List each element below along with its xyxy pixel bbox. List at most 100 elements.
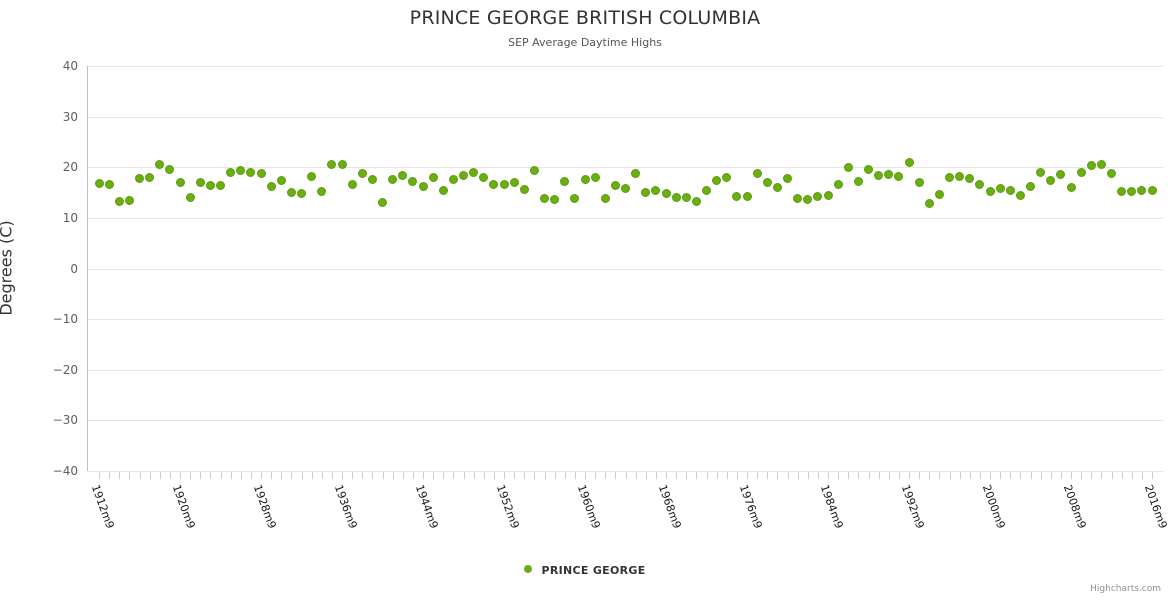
data-point[interactable]	[843, 163, 853, 173]
data-point[interactable]	[570, 193, 580, 203]
data-point[interactable]	[985, 186, 995, 196]
data-point[interactable]	[459, 170, 468, 180]
data-point[interactable]	[742, 192, 752, 202]
data-point[interactable]	[945, 173, 954, 183]
data-point[interactable]	[408, 176, 418, 186]
data-point[interactable]	[1086, 161, 1096, 171]
data-point[interactable]	[955, 171, 965, 181]
data-point[interactable]	[600, 194, 610, 204]
data-point[interactable]	[793, 194, 803, 204]
data-point[interactable]	[499, 179, 509, 189]
data-point[interactable]	[884, 169, 894, 179]
data-point[interactable]	[1147, 186, 1157, 196]
data-point[interactable]	[378, 197, 387, 207]
data-point[interactable]	[1117, 186, 1127, 196]
data-point[interactable]	[1005, 185, 1015, 195]
data-point[interactable]	[691, 197, 701, 207]
data-point[interactable]	[114, 196, 124, 206]
data-point[interactable]	[823, 191, 833, 201]
data-point[interactable]	[1046, 175, 1056, 185]
data-point[interactable]	[317, 187, 327, 197]
data-point[interactable]	[509, 177, 519, 187]
data-point[interactable]	[246, 168, 256, 178]
data-point[interactable]	[783, 174, 792, 184]
data-point[interactable]	[327, 159, 337, 169]
data-point[interactable]	[641, 188, 651, 198]
data-point[interactable]	[388, 175, 398, 185]
data-point[interactable]	[894, 171, 904, 181]
data-point[interactable]	[529, 165, 539, 175]
data-point[interactable]	[702, 186, 711, 196]
data-point[interactable]	[256, 168, 266, 178]
data-point[interactable]	[307, 171, 317, 181]
data-point[interactable]	[448, 175, 458, 185]
data-point[interactable]	[1036, 168, 1046, 178]
data-point[interactable]	[398, 170, 408, 180]
data-point[interactable]	[772, 183, 782, 192]
data-point[interactable]	[226, 167, 236, 177]
data-point[interactable]	[864, 165, 873, 175]
data-point[interactable]	[621, 184, 630, 193]
data-point[interactable]	[205, 180, 215, 190]
data-point[interactable]	[904, 158, 914, 168]
data-point[interactable]	[631, 168, 641, 178]
data-point[interactable]	[155, 160, 165, 170]
data-point[interactable]	[1127, 186, 1137, 196]
data-point[interactable]	[833, 179, 843, 189]
data-point[interactable]	[1015, 190, 1025, 200]
data-point[interactable]	[540, 194, 549, 204]
legend-item-prince-george[interactable]: PRINCE GEORGE	[541, 563, 646, 577]
data-point[interactable]	[438, 186, 448, 196]
data-point[interactable]	[519, 184, 529, 194]
data-point[interactable]	[185, 192, 195, 202]
data-point[interactable]	[681, 193, 691, 203]
data-point[interactable]	[489, 179, 499, 189]
data-point[interactable]	[853, 177, 863, 187]
data-point[interactable]	[924, 198, 934, 208]
data-point[interactable]	[934, 189, 944, 199]
data-point[interactable]	[337, 159, 347, 169]
data-point[interactable]	[469, 168, 479, 178]
data-point[interactable]	[94, 178, 104, 188]
data-point[interactable]	[1066, 183, 1076, 192]
data-point[interactable]	[965, 173, 975, 183]
data-point[interactable]	[580, 174, 590, 184]
data-point[interactable]	[104, 179, 114, 189]
data-point[interactable]	[712, 176, 722, 186]
data-point[interactable]	[874, 170, 884, 180]
data-point[interactable]	[367, 175, 377, 185]
data-point[interactable]	[347, 180, 357, 190]
data-point[interactable]	[165, 164, 175, 174]
data-point[interactable]	[195, 178, 205, 188]
data-point[interactable]	[803, 194, 813, 204]
data-point[interactable]	[661, 188, 671, 198]
data-point[interactable]	[135, 174, 144, 184]
data-point[interactable]	[145, 172, 155, 182]
data-point[interactable]	[651, 185, 661, 195]
data-point[interactable]	[732, 191, 742, 201]
data-point[interactable]	[671, 192, 681, 202]
data-point[interactable]	[428, 173, 438, 183]
data-point[interactable]	[175, 177, 185, 187]
data-point[interactable]	[752, 168, 762, 178]
data-point[interactable]	[762, 177, 772, 187]
data-point[interactable]	[560, 177, 570, 187]
data-point[interactable]	[722, 172, 732, 182]
data-point[interactable]	[1026, 181, 1035, 191]
data-point[interactable]	[995, 183, 1005, 193]
data-point[interactable]	[357, 168, 367, 178]
data-point[interactable]	[1076, 168, 1086, 178]
data-point[interactable]	[266, 182, 276, 192]
data-point[interactable]	[286, 188, 296, 198]
data-point[interactable]	[1107, 168, 1116, 178]
data-point[interactable]	[975, 180, 985, 190]
data-point[interactable]	[1096, 160, 1106, 170]
data-point[interactable]	[813, 191, 823, 201]
data-point[interactable]	[1056, 170, 1066, 180]
data-point[interactable]	[236, 165, 246, 175]
data-point[interactable]	[914, 177, 924, 187]
data-point[interactable]	[1137, 186, 1147, 196]
data-point[interactable]	[610, 181, 620, 191]
data-point[interactable]	[590, 172, 600, 182]
data-point[interactable]	[550, 194, 560, 204]
